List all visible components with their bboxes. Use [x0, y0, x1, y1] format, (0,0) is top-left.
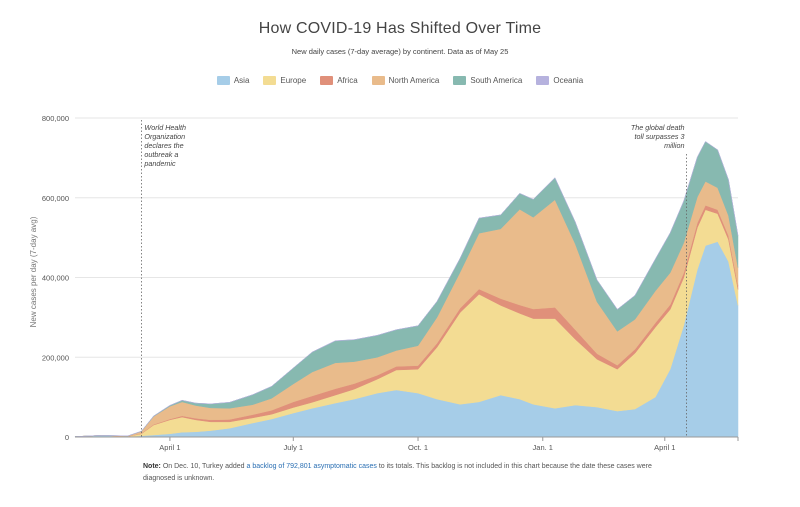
x-tick-label: April 1: [654, 443, 675, 452]
legend-item-north-america[interactable]: North America: [371, 76, 440, 85]
annotation-death-text: The global death toll surpasses 3 million: [631, 123, 685, 150]
area-oceania: [74, 141, 739, 437]
legend-swatch-south-america: [453, 76, 467, 85]
note-text-before: On Dec. 10, Turkey added: [162, 463, 245, 470]
chart-subtitle: New daily cases (7-day average) by conti…: [291, 47, 509, 56]
legend: Asia Europe Africa North America South A…: [0, 76, 800, 85]
legend-label-europe: Europe: [280, 76, 307, 85]
x-tick-label: July 1: [283, 443, 303, 452]
legend-item-europe[interactable]: Europe: [263, 76, 306, 85]
y-tick-label: 400,000: [42, 274, 69, 283]
x-tick-label: April 1: [159, 443, 180, 452]
annotations: World Health Organization declares the outb…: [141, 120, 687, 437]
legend-label-africa: Africa: [337, 76, 358, 85]
legend-item-asia[interactable]: Asia: [216, 76, 250, 85]
y-tick-label: 200,000: [42, 353, 69, 362]
x-tick-label: Jan. 1: [533, 443, 553, 452]
annotation-who-text: World Health Organization declares the outb…: [143, 123, 186, 168]
legend-label-south-america: South America: [470, 76, 523, 85]
legend-swatch-oceania: [536, 76, 550, 85]
legend-item-south-america[interactable]: South America: [453, 76, 522, 85]
legend-item-oceania[interactable]: Oceania: [536, 76, 583, 85]
note-text-after: to its totals. This backlog is not inclu…: [143, 463, 652, 482]
y-tick-label: 800,000: [42, 114, 69, 123]
legend-swatch-africa: [320, 76, 334, 85]
note-label: Note:: [143, 463, 161, 470]
legend-swatch-asia: [216, 76, 230, 85]
note-backlog-link[interactable]: a backlog of 792,801 asymptomatic cases: [246, 463, 377, 470]
legend-label-north-america: North America: [388, 76, 440, 85]
area-series: [74, 141, 739, 438]
y-axis-label: New cases per day (7-day avg): [29, 216, 38, 327]
y-tick-label: 600,000: [42, 194, 69, 203]
legend-swatch-north-america: [371, 76, 385, 85]
legend-label-oceania: Oceania: [553, 76, 584, 85]
chart-note: Note: On Dec. 10, Turkey added a backlog…: [143, 461, 663, 485]
legend-swatch-europe: [263, 76, 277, 85]
x-tick-label: Oct. 1: [408, 443, 428, 452]
y-tick-label: 0: [65, 433, 69, 442]
axes: 0 200,000 400,000 600,000 800,000 April 1 July…: [42, 114, 739, 452]
chart-title: How COVID-19 Has Shifted Over Time: [258, 20, 542, 37]
legend-item-africa[interactable]: Africa: [320, 76, 358, 85]
legend-label-asia: Asia: [233, 76, 250, 85]
